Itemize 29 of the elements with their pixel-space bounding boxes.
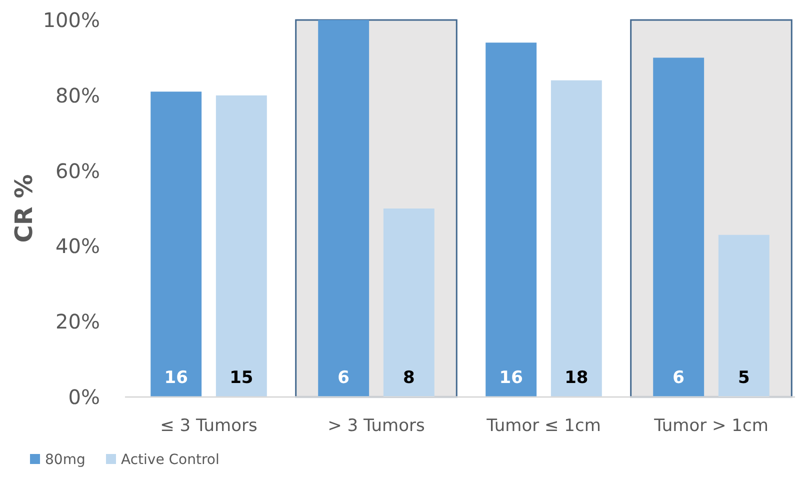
annotation: 5 [738, 368, 750, 388]
bar [653, 58, 704, 397]
legend-label: 80mg [45, 452, 86, 468]
y-tick-label: 0% [68, 385, 100, 409]
x-tick-label: ≤ 3 Tumors [160, 416, 258, 436]
bar [383, 208, 434, 397]
bar [150, 92, 202, 397]
y-axis-title: CR % [10, 174, 38, 243]
annotation: 15 [230, 368, 254, 388]
annotation: 16 [499, 368, 523, 388]
bar [718, 234, 770, 397]
annotation: 18 [564, 368, 588, 388]
bar [550, 80, 602, 397]
bar [318, 20, 370, 397]
x-tick-label: Tumor ≤ 1cm [486, 416, 601, 436]
y-tick-label: 80% [56, 83, 100, 108]
bar [216, 95, 267, 397]
y-tick-label: 100% [42, 8, 100, 32]
legend-label: Active Control [121, 452, 220, 468]
x-tick-label: > 3 Tumors [328, 416, 426, 436]
bar [486, 42, 537, 397]
annotation: 8 [402, 368, 415, 388]
annotation: 6 [672, 368, 685, 388]
y-tick-label: 40% [56, 234, 100, 258]
annotation: 6 [338, 368, 350, 388]
y-tick-label: 60% [56, 158, 100, 183]
y-tick-label: 20% [56, 310, 100, 334]
annotation: 16 [164, 368, 188, 388]
x-tick-label: Tumor > 1cm [653, 416, 768, 436]
